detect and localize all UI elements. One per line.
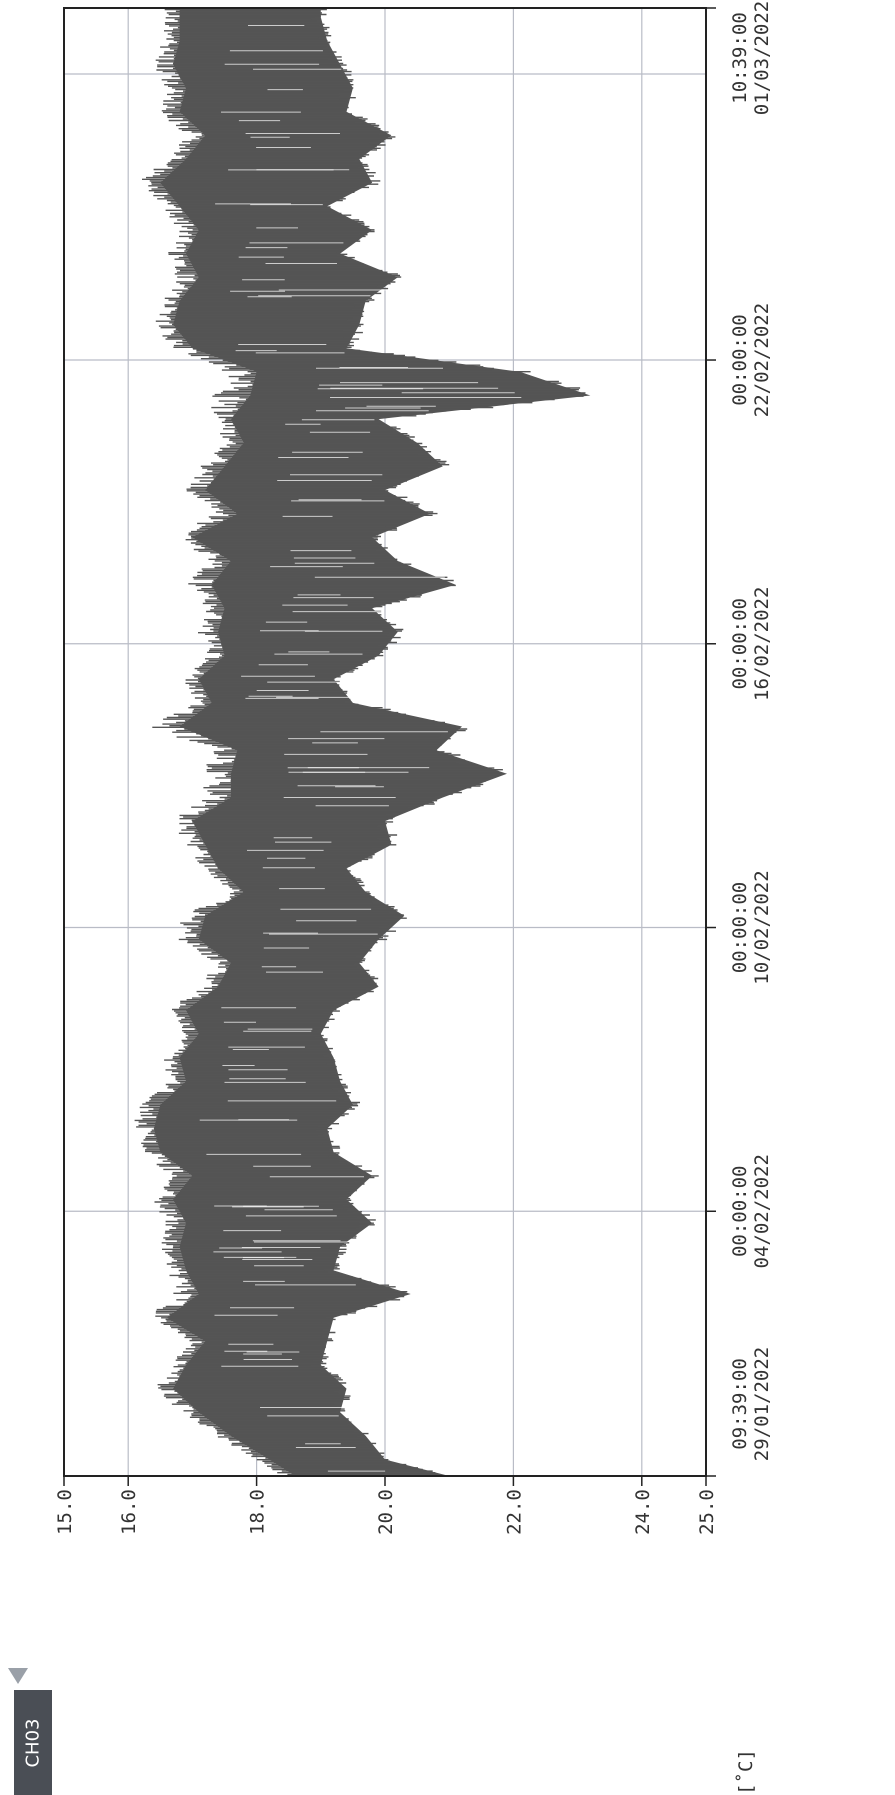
x-tick-date: 22/02/2022 bbox=[751, 303, 773, 417]
x-tick-date: 10/02/2022 bbox=[751, 870, 773, 984]
y-tick-label: 18.0 bbox=[247, 1489, 269, 1535]
y-tick-label: 20.0 bbox=[375, 1489, 397, 1535]
channel-badge[interactable]: CH03 bbox=[14, 1690, 52, 1795]
channel-marker-icon bbox=[8, 1668, 28, 1684]
y-tick-label: 24.0 bbox=[632, 1489, 654, 1535]
y-axis: 15.0 16.0 18.0 20.0 22.0 24.0 25.0 bbox=[54, 1476, 718, 1535]
y-tick-label: 15.0 bbox=[54, 1489, 76, 1535]
x-tick-date: 01/03/2022 bbox=[751, 1, 773, 115]
y-tick-label: 25.0 bbox=[696, 1489, 718, 1535]
x-tick-time: 10:39:00 bbox=[729, 12, 751, 104]
x-tick-date: 16/02/2022 bbox=[751, 587, 773, 701]
channel-label: CH03 bbox=[22, 1717, 44, 1768]
x-tick-time: 09:39:00 bbox=[729, 1358, 751, 1450]
unit-label: [˚C] bbox=[735, 1749, 757, 1795]
x-tick-date: 29/01/2022 bbox=[751, 1347, 773, 1461]
x-tick-time: 00:00:00 bbox=[729, 882, 751, 974]
x-tick-time: 00:00:00 bbox=[729, 314, 751, 406]
temperature-series bbox=[134, 8, 591, 1477]
x-tick-time: 00:00:00 bbox=[729, 598, 751, 690]
x-tick-time: 00:00:00 bbox=[729, 1166, 751, 1258]
y-tick-label: 16.0 bbox=[118, 1489, 140, 1535]
x-tick-date: 04/02/2022 bbox=[751, 1154, 773, 1268]
y-tick-label: 22.0 bbox=[503, 1489, 525, 1535]
